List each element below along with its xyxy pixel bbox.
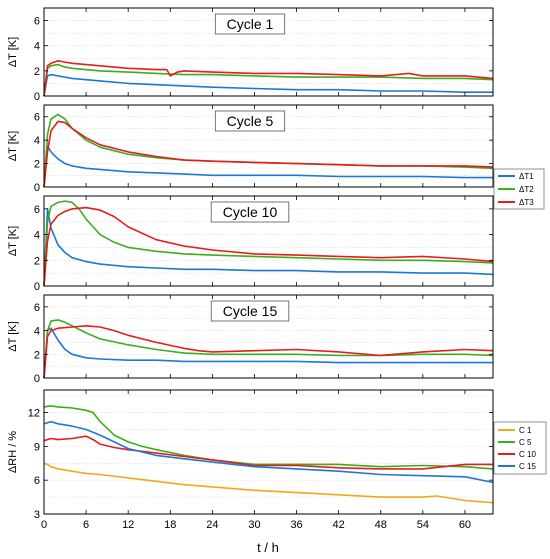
y-tick-label: 4 <box>34 326 40 338</box>
y-tick-label: 2 <box>34 349 40 361</box>
panel-frame <box>43 104 494 188</box>
legend-label-c1: C 1 <box>519 426 532 435</box>
y-tick-label: 4 <box>34 135 40 147</box>
series-line-4 <box>43 420 494 484</box>
legend-rh: C 1 C 5 C 10 C 15 <box>493 421 547 475</box>
panel-title: Cycle 5 <box>214 110 286 132</box>
y-tick-label: 6 <box>34 204 40 216</box>
y-tick-label: 6 <box>34 475 40 487</box>
panel-title-text: Cycle 15 <box>223 303 278 319</box>
panel-frame <box>43 7 494 97</box>
series-line-3 <box>43 324 494 379</box>
y-tick-label: 9 <box>34 441 40 453</box>
chart-panel-4: 0 2 4 6 ΔT [K] Cycle 15 <box>7 294 494 385</box>
x-tick-label: 6 <box>83 519 89 531</box>
y-tick-label: 6 <box>34 112 40 124</box>
panel-frame <box>43 389 494 515</box>
series-line-3 <box>43 59 494 97</box>
chart-panel-1: 0 2 4 6 ΔT [K] Cycle 1 <box>7 7 494 103</box>
x-axis-label: t / h <box>257 540 279 555</box>
x-tick-label: 36 <box>290 519 302 531</box>
series-line-1 <box>43 145 493 188</box>
panel-title: Cycle 15 <box>210 300 290 322</box>
panel-title-box <box>210 300 290 322</box>
x-tick-label: 54 <box>417 519 429 531</box>
x-tick-label: 12 <box>122 519 134 531</box>
legend-label-dt1: ΔT1 <box>519 172 534 181</box>
y-axis-label: ΔT [K] <box>7 226 19 256</box>
series-line-1 <box>43 462 494 504</box>
y-axis-label: ΔT [K] <box>7 321 19 351</box>
series-line-2 <box>43 200 494 287</box>
legend-label-dt2: ΔT2 <box>519 185 534 194</box>
panel-title-box <box>214 110 286 132</box>
legend-label-c5: C 5 <box>519 438 532 447</box>
x-tick-label: 18 <box>164 519 176 531</box>
series-line-1 <box>43 73 493 97</box>
x-tick-label: 30 <box>248 519 260 531</box>
series-line-2 <box>43 404 494 470</box>
legend-delta-t: ΔT1 ΔT2 ΔT3 <box>493 168 545 210</box>
y-tick-label: 2 <box>34 159 40 171</box>
series-line-2 <box>43 63 494 97</box>
panel-title: Cycle 10 <box>210 201 290 223</box>
series-line-3 <box>43 435 493 470</box>
y-tick-label: 0 <box>34 281 40 293</box>
panel-title-text: Cycle 10 <box>223 204 278 220</box>
y-axis-label: ΔT [K] <box>7 131 19 161</box>
y-tick-label: 2 <box>34 66 40 78</box>
legend-label-c10: C 10 <box>519 450 536 459</box>
x-tick-label: 60 <box>459 519 471 531</box>
y-tick-label: 6 <box>34 16 40 28</box>
y-tick-label: 4 <box>34 41 40 53</box>
x-tick-label: 0 <box>41 519 47 531</box>
legend-label-dt3: ΔT3 <box>519 198 534 207</box>
x-tick-label: 24 <box>206 519 218 531</box>
series-line-3 <box>43 206 494 287</box>
series-line-1 <box>43 208 494 287</box>
series-line-3 <box>43 120 494 188</box>
series-line-1 <box>43 327 493 379</box>
panel-title: Cycle 1 <box>214 13 286 35</box>
panel-title-box <box>214 13 286 35</box>
y-axis-label: ΔRH / % <box>7 431 19 473</box>
panel-title-box <box>210 201 290 223</box>
x-tick-label: 48 <box>375 519 387 531</box>
y-tick-label: 0 <box>34 182 40 194</box>
plot-area <box>44 390 493 514</box>
y-tick-label: 0 <box>34 91 40 103</box>
panel-frame <box>43 294 494 379</box>
x-tick-label: 42 <box>333 519 345 531</box>
y-tick-label: 0 <box>34 373 40 385</box>
y-tick-label: 4 <box>34 230 40 242</box>
panel-title-text: Cycle 1 <box>227 16 274 32</box>
y-axis-label: ΔT [K] <box>7 37 19 67</box>
panel-title-text: Cycle 5 <box>227 113 274 129</box>
chart-panel-3: 0 2 4 6 ΔT [K] Cycle 10 <box>7 195 494 293</box>
chart-panel-2: 0 2 4 6 ΔT [K] Cycle 5 <box>7 104 494 194</box>
panel-frame <box>43 195 494 287</box>
y-tick-label: 12 <box>28 408 40 420</box>
legend-label-c15: C 15 <box>519 462 536 471</box>
y-tick-label: 3 <box>34 509 40 521</box>
y-tick-label: 2 <box>34 255 40 267</box>
y-tick-label: 6 <box>34 302 40 314</box>
